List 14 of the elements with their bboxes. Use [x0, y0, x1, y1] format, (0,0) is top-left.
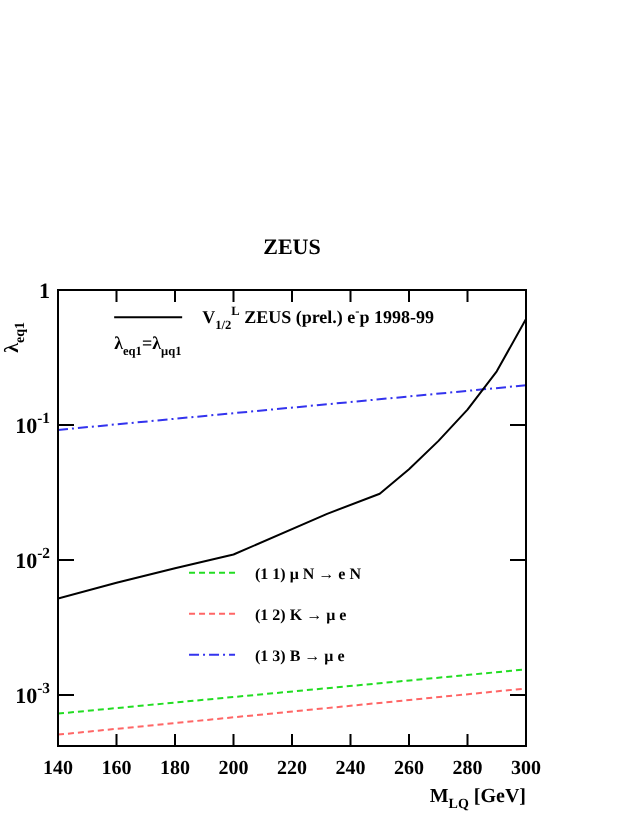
x-tick-label: 240 — [335, 758, 366, 780]
legend-label: (1 3) B → μ e — [255, 646, 346, 665]
chart-title: ZEUS — [263, 236, 321, 260]
legend-label: (1 2) K → μ e — [255, 605, 348, 624]
x-tick-label: 300 — [511, 758, 541, 780]
y-tick-label: 1 — [39, 280, 50, 304]
x-tick-label: 180 — [160, 758, 190, 780]
x-tick-label: 200 — [218, 758, 249, 780]
x-tick-label: 280 — [452, 758, 483, 780]
x-tick-label: 260 — [394, 758, 424, 780]
x-tick-label: 140 — [43, 758, 73, 780]
x-tick-label: 220 — [277, 758, 307, 780]
legend-label: (1 1) μ N → e N — [255, 564, 362, 583]
x-tick-label: 160 — [101, 758, 132, 780]
